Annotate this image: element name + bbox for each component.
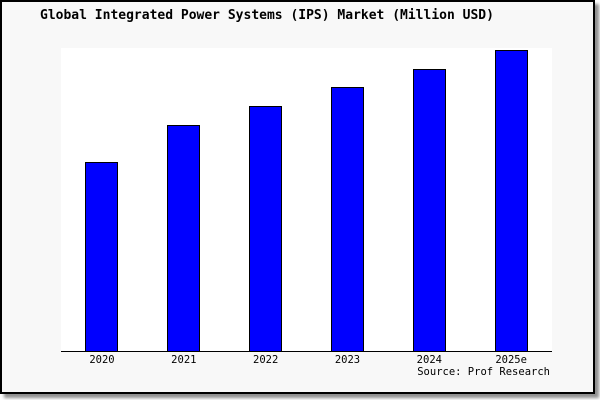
source-credit: Source: Prof Research xyxy=(417,366,550,378)
x-tick-2024: 2024 xyxy=(416,354,442,366)
chart-title: Global Integrated Power Systems (IPS) Ma… xyxy=(40,8,494,23)
bar-2022 xyxy=(249,106,283,351)
bar-2025e xyxy=(494,50,528,351)
bar-2021 xyxy=(167,125,201,351)
x-tick-2021: 2021 xyxy=(171,354,197,366)
x-tick-2022: 2022 xyxy=(253,354,279,366)
bar-2020 xyxy=(85,162,119,351)
plot-area xyxy=(61,48,552,352)
x-tick-2023: 2023 xyxy=(334,354,361,366)
x-tick-2025e: 2025e xyxy=(495,354,527,366)
bar-2023 xyxy=(330,87,364,351)
bar-2024 xyxy=(412,69,446,351)
x-tick-2020: 2020 xyxy=(89,354,115,366)
